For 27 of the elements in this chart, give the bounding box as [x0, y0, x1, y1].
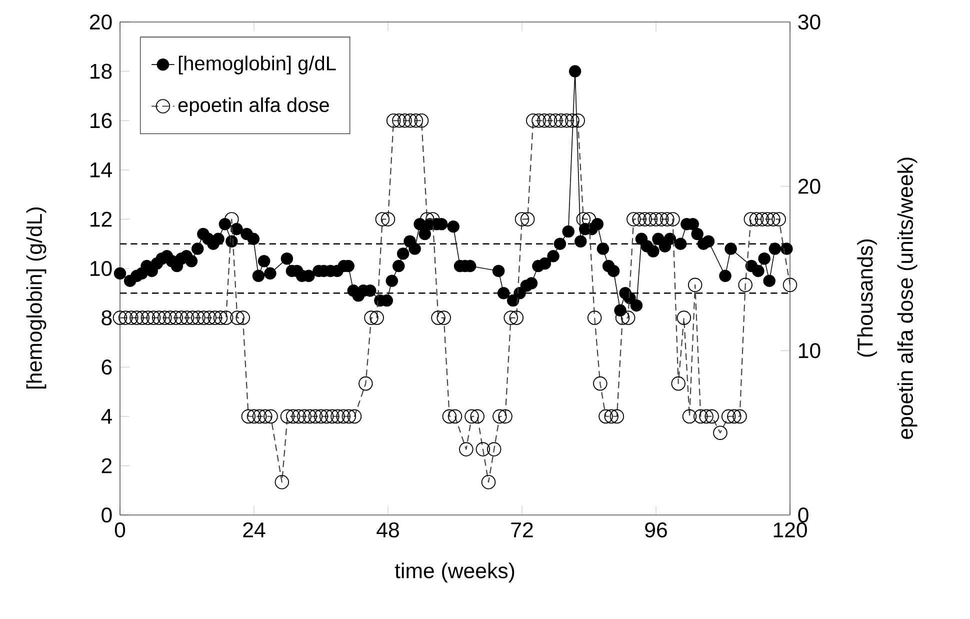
x-tick-label: 0: [114, 522, 126, 538]
y2-tick-label: 20: [798, 178, 820, 194]
x-tick-label: 96: [645, 522, 667, 538]
y-tick-label: 10: [90, 260, 112, 276]
y-tick-label: 2: [102, 458, 112, 474]
x-tick-label: 72: [511, 522, 533, 538]
text: (Thousands): [857, 240, 877, 357]
y-tick-label: 16: [90, 113, 112, 128]
y2-tick-label: 30: [798, 14, 820, 30]
y2-tick-label: 10: [799, 343, 820, 358]
y-tick-label: 14: [90, 162, 112, 178]
y-tick-label: 4: [101, 409, 112, 424]
legend-label: [hemoglobin] g/dL: [178, 56, 336, 74]
y-tick-label: 6: [102, 360, 112, 375]
y-tick-label: 12: [90, 212, 112, 227]
y2-axis-title: epoetin alfa dose (units/week): [897, 158, 918, 439]
y-tick-label: 0: [102, 507, 112, 523]
x-tick-label: 48: [376, 522, 399, 538]
y-tick-label: 8: [102, 310, 112, 326]
y-axis-title: [hemoglobin] (g/dL): [26, 208, 46, 388]
y-tick-label: 20: [90, 14, 112, 30]
y-tick-label: 18: [90, 64, 112, 79]
y2-tick-label: 0: [798, 507, 808, 523]
x-axis-title: time (weeks): [394, 562, 514, 583]
legend-label: epoetin alfa dose: [178, 97, 329, 116]
x-tick-label: 24: [243, 522, 266, 538]
x-tick-label: 120: [774, 522, 807, 538]
